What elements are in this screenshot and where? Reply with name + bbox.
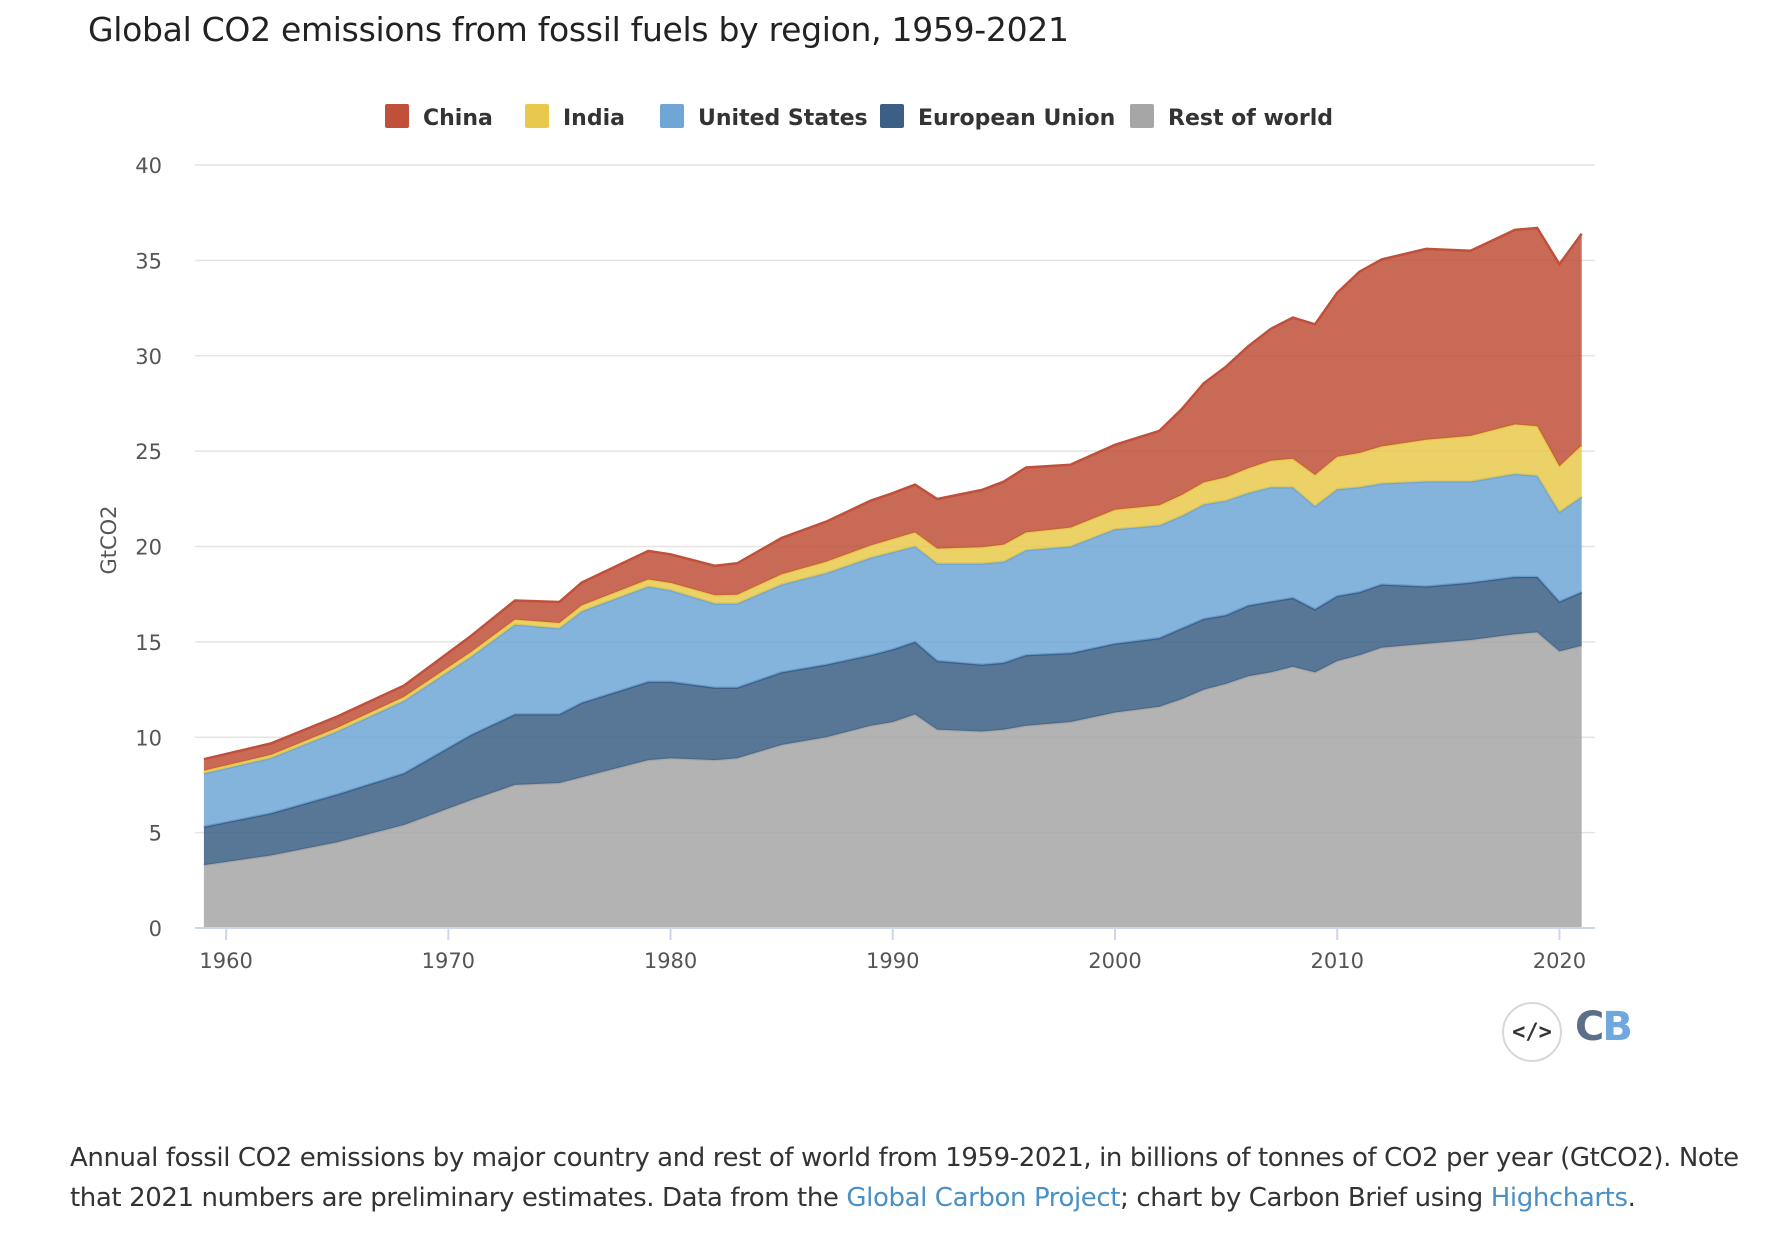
area-rest-of-world[interactable] bbox=[203, 632, 1582, 928]
series-line-china bbox=[203, 226, 1583, 761]
legend-swatch bbox=[1130, 104, 1154, 128]
x-tick-label: 2020 bbox=[1533, 949, 1586, 973]
x-tick-label: 1970 bbox=[422, 949, 475, 973]
area-series bbox=[203, 226, 1583, 928]
legend-label: India bbox=[563, 106, 625, 131]
legend-swatch bbox=[525, 104, 549, 128]
x-tick-label: 2000 bbox=[1088, 949, 1141, 973]
x-tick-label: 2010 bbox=[1310, 949, 1363, 973]
y-tick-label: 30 bbox=[135, 345, 162, 369]
y-tick-label: 5 bbox=[149, 822, 162, 846]
y-tick-label: 10 bbox=[135, 726, 162, 750]
embed-code-button[interactable]: </> bbox=[1502, 1002, 1562, 1062]
legend-label: United States bbox=[698, 106, 868, 131]
legend-label: Rest of world bbox=[1168, 106, 1333, 131]
area-india[interactable] bbox=[203, 424, 1582, 774]
highcharts-link[interactable]: Highcharts bbox=[1490, 1183, 1628, 1213]
y-tick-label: 40 bbox=[135, 154, 162, 178]
caption: Annual fossil CO2 emissions by major cou… bbox=[70, 1143, 1739, 1213]
y-tick-label: 35 bbox=[135, 249, 162, 273]
chart-title: Global CO2 emissions from fossil fuels b… bbox=[88, 10, 1069, 49]
legend: China India United States European Union Res… bbox=[385, 104, 1333, 131]
legend-item-china[interactable]: China bbox=[385, 104, 493, 131]
legend-swatch bbox=[880, 104, 904, 128]
legend-item-india[interactable]: India bbox=[525, 104, 625, 131]
y-tick-label: 20 bbox=[135, 536, 162, 560]
legend-swatch bbox=[385, 104, 409, 128]
x-tick-label: 1990 bbox=[866, 949, 919, 973]
legend-item-united-states[interactable]: United States bbox=[660, 104, 868, 131]
area-united-states[interactable] bbox=[203, 474, 1582, 827]
chart: China India United States European Union Res… bbox=[97, 104, 1595, 973]
legend-item-rest-of-world[interactable]: Rest of world bbox=[1130, 104, 1333, 131]
legend-item-european-union[interactable]: European Union bbox=[880, 104, 1115, 131]
code-icon: </> bbox=[1512, 1019, 1552, 1045]
area-china[interactable] bbox=[203, 227, 1582, 771]
legend-label: European Union bbox=[918, 106, 1115, 131]
series-line-rest-of-world bbox=[203, 631, 1583, 867]
legend-swatch bbox=[660, 104, 684, 128]
carbon-brief-logo: CB bbox=[1575, 1004, 1633, 1050]
global-carbon-project-link[interactable]: Global Carbon Project bbox=[846, 1183, 1121, 1213]
y-tick-label: 0 bbox=[149, 917, 162, 941]
axes: 0 5 10 15 20 25 30 35 40 1960 1970 1980 1990 2000 2010… bbox=[135, 154, 1595, 973]
x-tick-label: 1980 bbox=[644, 949, 697, 973]
legend-label: China bbox=[423, 106, 493, 131]
y-axis-label: GtCO2 bbox=[97, 505, 121, 574]
x-tick-label: 1960 bbox=[199, 949, 252, 973]
y-tick-label: 15 bbox=[135, 631, 162, 655]
y-tick-label: 25 bbox=[135, 440, 162, 464]
area-european-union[interactable] bbox=[203, 577, 1582, 866]
